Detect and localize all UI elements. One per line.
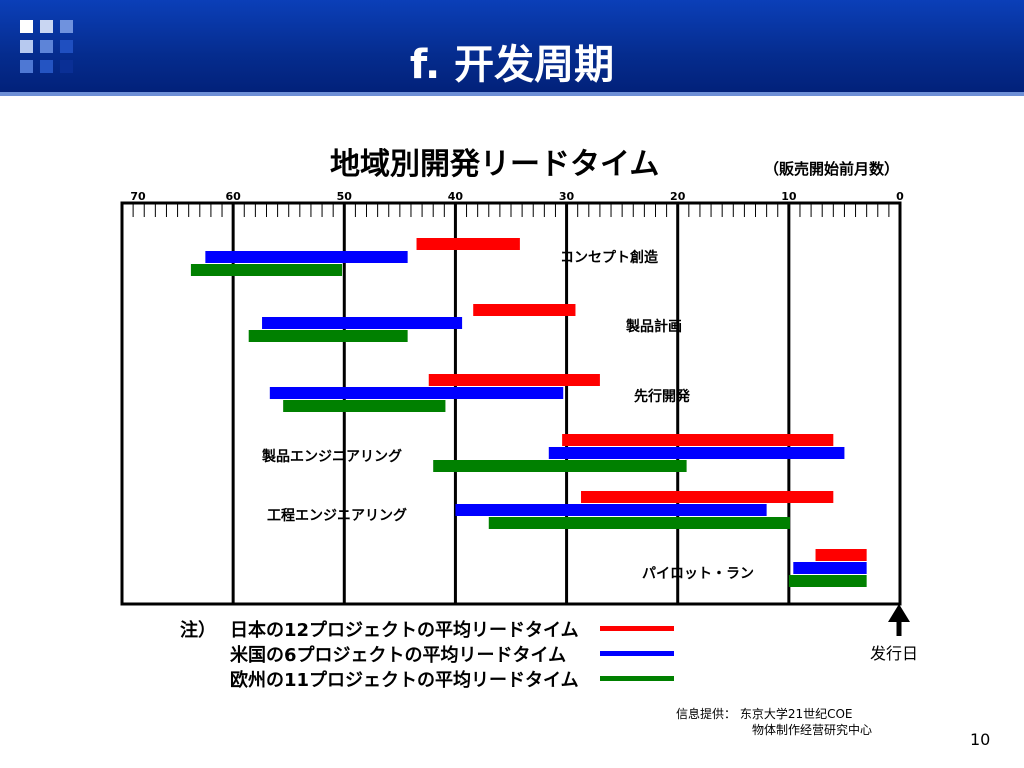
bar-1-1 — [262, 317, 463, 329]
bar-0-2 — [190, 264, 343, 276]
legend-entry-0: 日本の12プロジェクトの平均リードタイム — [230, 619, 579, 641]
release-day-label: 发行日 — [870, 644, 918, 663]
tick-label-50: 50 — [337, 190, 353, 203]
category-label-2: 先行開発 — [634, 388, 691, 405]
bar-3-2 — [433, 460, 687, 472]
note-label: 注） — [180, 619, 216, 641]
bar-1-0 — [473, 304, 576, 316]
bar-0-1 — [205, 251, 408, 263]
bar-2-1 — [269, 387, 564, 399]
bar-5-2 — [788, 575, 867, 587]
category-label-5: パイロット・ラン — [642, 566, 754, 582]
bar-5-0 — [815, 549, 867, 561]
legend-entry-2: 欧州の11プロジェクトの平均リードタイム — [230, 669, 579, 691]
legend-swatch-0 — [600, 626, 674, 631]
legend-swatch-1 — [600, 651, 674, 656]
source-line-2: 物体制作经营研究中心 — [752, 723, 873, 737]
grid-logo-icon — [20, 20, 76, 76]
bar-3-1 — [548, 447, 845, 459]
category-labels: コンセプト創造製品計画先行開発製品エンジニアリング工程エンジニアリングパイロット… — [261, 249, 754, 582]
axis-unit-label: （販売開始前月数） — [764, 160, 899, 178]
bar-0-0 — [416, 238, 520, 250]
bar-1-2 — [248, 330, 408, 342]
category-label-1: 製品計画 — [625, 318, 682, 335]
bar-2-0 — [428, 374, 600, 386]
legend-swatch-2 — [600, 676, 674, 681]
category-label-0: コンセプト創造 — [560, 249, 658, 266]
plot-frame — [120, 201, 902, 606]
tick-label-60: 60 — [225, 190, 241, 203]
slide-header — [0, 0, 1024, 92]
tick-label-70: 70 — [130, 190, 146, 203]
category-label-3: 製品エンジニアリング — [261, 448, 402, 465]
bar-4-2 — [488, 517, 790, 529]
page-number: 10 — [970, 730, 991, 749]
legend-entry-1: 米国の6プロジェクトの平均リードタイム — [230, 644, 566, 666]
bar-4-1 — [455, 504, 767, 516]
slide-title: f. 开发周期 — [409, 42, 615, 88]
bar-series — [190, 238, 867, 587]
release-arrow-icon — [888, 604, 910, 636]
bar-3-0 — [562, 434, 834, 446]
tick-label-30: 30 — [559, 190, 575, 203]
tick-label-20: 20 — [670, 190, 686, 203]
chart-title: 地域別開発リードタイム — [330, 147, 659, 182]
bar-4-0 — [581, 491, 834, 503]
legend: 日本の12プロジェクトの平均リードタイム米国の6プロジェクトの平均リードタイム欧… — [230, 619, 674, 691]
category-label-4: 工程エンジニアリング — [267, 507, 407, 524]
bar-2-2 — [283, 400, 446, 412]
tick-label-0: 0 — [896, 190, 904, 203]
source-line-1: 信息提供： 东京大学21世纪COE — [676, 707, 853, 721]
bar-5-1 — [793, 562, 867, 574]
tick-label-40: 40 — [448, 190, 464, 203]
tick-label-10: 10 — [781, 190, 797, 203]
source-credit: 信息提供： 东京大学21世纪COE 物体制作经营研究中心 — [676, 706, 872, 738]
header-divider — [0, 92, 1024, 96]
